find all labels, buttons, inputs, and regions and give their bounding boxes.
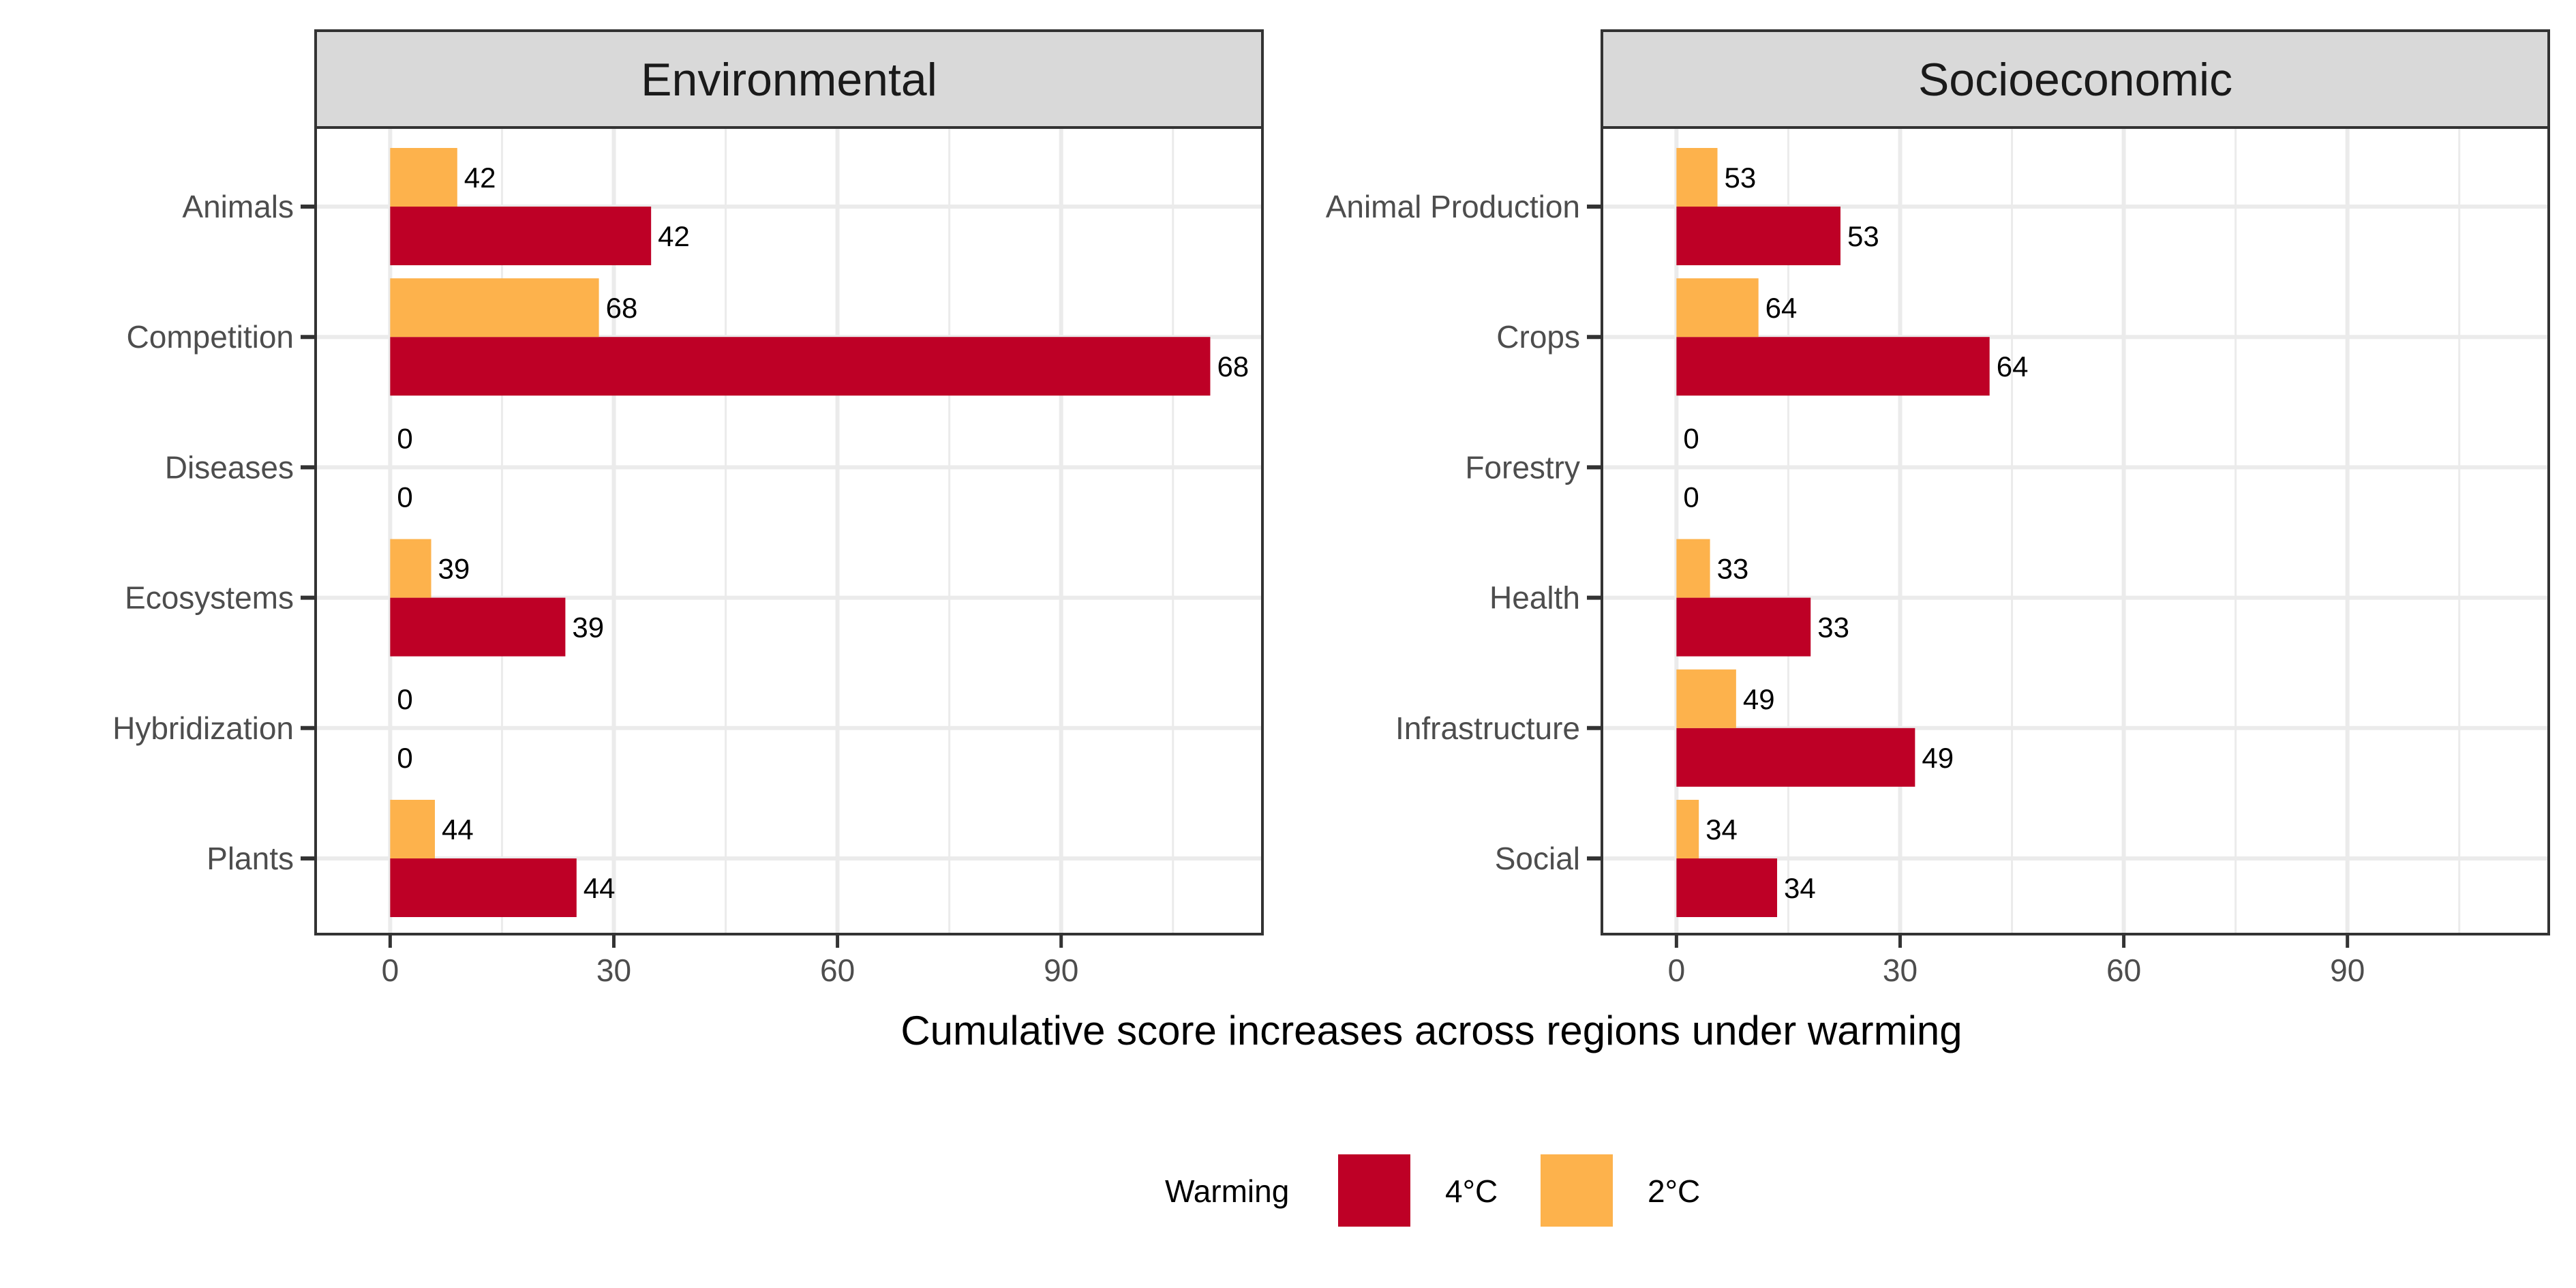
y-tick-label: Competition [127,319,294,355]
y-tick-label: Animals [182,189,294,224]
panel-border [1601,126,2550,935]
bar-2c [1676,669,1736,728]
legend-title: Warming [1165,1173,1289,1209]
x-tick-label: 0 [382,953,399,988]
data-label: 42 [464,162,496,194]
data-label: 0 [397,683,412,715]
bar-4c [1676,597,1811,657]
bar-2c [1676,148,1718,207]
data-label: 53 [1725,162,1757,194]
bar-2c [390,278,599,338]
data-label: 0 [397,481,412,513]
y-tick-label: Forestry [1465,449,1580,485]
bar-4c [1676,858,1778,917]
panel-strip [314,29,1264,129]
bar-4c [390,207,652,265]
y-tick-label: Plants [207,841,294,876]
data-label: 33 [1817,612,1849,644]
data-label: 68 [606,292,638,324]
data-label: 0 [1683,422,1699,454]
bar-4c [1676,207,1840,265]
panel-socioeconomic: Socioeconomic 53 53 Animal Production 64 64 Cr… [1326,29,2550,988]
bar-4c [390,858,577,917]
data-label: 44 [584,872,616,904]
x-tick-label: 30 [1883,953,1918,988]
x-tick-label: 60 [820,953,855,988]
panels: Environmental 42 42 Animals 68 68 Competition 0… [112,29,2550,988]
bar-4c [390,337,1211,396]
y-tick-label: Animal Production [1326,189,1580,224]
legend-key-4c [1338,1154,1410,1227]
y-tick-label: Crops [1496,319,1580,355]
data-label: 64 [1997,350,2029,383]
x-axis-title: Cumulative score increases across region… [900,1008,1962,1053]
x-tick-label: 30 [596,953,631,988]
data-label: 49 [1743,683,1775,715]
data-label: 49 [1922,742,1954,774]
data-label: 64 [1766,292,1798,324]
bar-4c [1676,337,1990,396]
y-tick-label: Ecosystems [125,580,294,616]
y-tick-label: Social [1495,841,1580,876]
data-label: 0 [397,742,412,774]
bar-2c [390,800,435,858]
bar-2c [390,539,431,598]
x-tick-label: 0 [1668,953,1686,988]
panel-environmental: Environmental 42 42 Animals 68 68 Competition 0… [112,29,1264,988]
data-label: 39 [438,553,470,585]
legend-label: 4°C [1445,1173,1498,1209]
data-label: 33 [1717,553,1749,585]
bar-2c [390,148,457,207]
y-tick-label: Infrastructure [1395,710,1580,746]
data-label: 44 [442,813,474,845]
data-label: 34 [1784,872,1816,904]
bar-4c [1676,728,1915,787]
panel-strip [1601,29,2550,129]
data-label: 34 [1706,813,1738,845]
y-tick-label: Health [1489,580,1580,616]
x-tick-label: 90 [1044,953,1078,988]
panel-title: Socioeconomic [1918,54,2232,106]
data-label: 42 [658,220,690,252]
bar-2c [1676,278,1759,338]
legend: Warming 4°C 2°C [1165,1154,1700,1227]
data-label: 53 [1847,220,1879,252]
data-label: 68 [1217,350,1249,383]
y-tick-label: Diseases [165,449,294,485]
bar-4c [390,597,566,657]
x-tick-label: 60 [2106,953,2141,988]
bar-2c [1676,539,1710,598]
bar-2c [1676,800,1699,858]
panel-border [314,126,1264,935]
x-tick-label: 90 [2330,953,2365,988]
data-label: 0 [1683,481,1699,513]
data-label: 39 [572,612,604,644]
y-tick-label: Hybridization [112,710,294,746]
legend-label: 2°C [1648,1173,1700,1209]
data-label: 0 [397,422,412,454]
legend-key-2c [1541,1154,1613,1227]
panel-title: Environmental [641,54,937,106]
